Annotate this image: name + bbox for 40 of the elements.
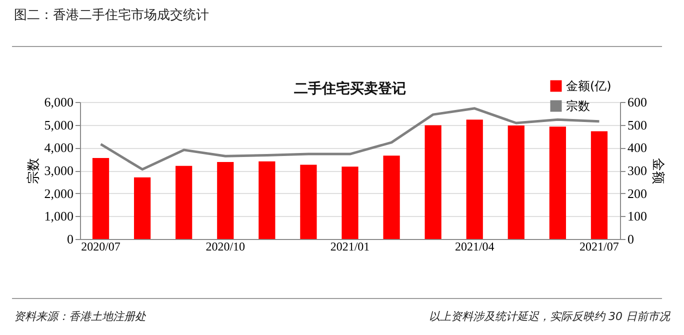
y2-tick-label: 100 bbox=[628, 208, 647, 224]
bar bbox=[300, 164, 317, 239]
bar bbox=[217, 162, 234, 239]
bar bbox=[258, 161, 276, 239]
bar bbox=[342, 166, 358, 239]
y2-tick-label: 500 bbox=[628, 117, 647, 132]
bar bbox=[508, 126, 524, 239]
bar bbox=[590, 131, 608, 239]
bar bbox=[383, 156, 400, 239]
bar bbox=[466, 120, 483, 239]
text: 资料来源：香港土地注册处 bbox=[14, 309, 146, 324]
y2-tick-label: 600 bbox=[628, 94, 647, 110]
text: 以上资料涉及统计延迟，实际反映约 30 日前市况 bbox=[429, 309, 670, 324]
y-tick-label: 0 bbox=[67, 232, 74, 246]
y-tick-label: 4,000 bbox=[44, 140, 74, 156]
bar bbox=[424, 125, 442, 239]
bar bbox=[92, 158, 110, 239]
y-axis-title: 宗数 bbox=[25, 158, 40, 184]
x-tick-label: 2021/07 bbox=[580, 240, 619, 254]
y-tick-label: 6,000 bbox=[44, 94, 74, 110]
chart-subtitle: 二手住宅买卖登记 bbox=[294, 81, 406, 97]
bar bbox=[134, 177, 151, 239]
y-tick-label: 1,000 bbox=[44, 208, 74, 224]
y-tick-label: 3,000 bbox=[44, 163, 74, 178]
y2-axis-title: 金额 bbox=[651, 158, 666, 184]
y2-tick-label: 0 bbox=[628, 232, 634, 246]
x-tick-label: 2020/10 bbox=[206, 240, 246, 254]
y2-tick-label: 400 bbox=[628, 140, 647, 156]
x-tick-label: 2021/01 bbox=[330, 240, 370, 254]
legend-label: 宗数 bbox=[566, 99, 590, 113]
chart-title: 图二：香港二手住宅市场成交统计 bbox=[14, 7, 209, 24]
y-tick-label: 2,000 bbox=[44, 186, 74, 201]
legend-label: 金额(亿) bbox=[566, 79, 612, 93]
x-tick-label: 2021/04 bbox=[454, 240, 494, 254]
y2-tick-label: 300 bbox=[628, 163, 647, 178]
y2-tick-label: 200 bbox=[628, 186, 647, 201]
bar bbox=[176, 166, 192, 239]
y-tick-label: 5,000 bbox=[44, 117, 74, 132]
bar bbox=[549, 126, 566, 239]
x-tick-label: 2020/07 bbox=[81, 240, 120, 254]
